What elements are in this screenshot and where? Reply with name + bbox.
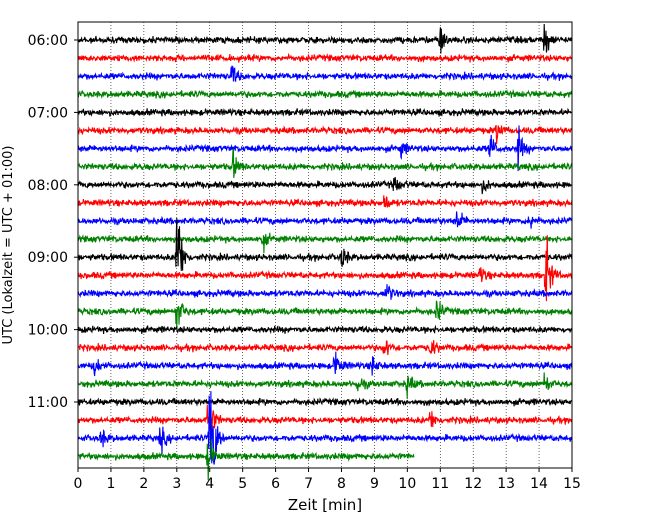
trace-line <box>77 340 573 356</box>
trace-line <box>77 351 573 377</box>
trace-line <box>77 65 573 83</box>
x-tick-label: 15 <box>563 476 581 492</box>
x-tick-label: 1 <box>106 476 115 492</box>
y-tick-label: 08:00 <box>28 178 68 194</box>
x-tick-label: 3 <box>172 476 181 492</box>
trace-line <box>77 404 573 434</box>
x-tick-label: 0 <box>74 476 83 492</box>
trace-line <box>77 52 573 63</box>
trace-line <box>77 88 573 99</box>
x-tick-label: 11 <box>431 476 449 492</box>
x-tick-label: 7 <box>304 476 313 492</box>
x-tick-label: 4 <box>205 476 214 492</box>
trace-line <box>77 232 573 254</box>
y-tick-label: 10:00 <box>28 323 68 339</box>
y-tick-label: 06:00 <box>28 33 68 49</box>
trace-line <box>77 125 573 172</box>
y-axis-label: UTC (Lokalzeit = UTC + 01:00) <box>1 146 16 345</box>
y-tick-label: 09:00 <box>28 250 68 266</box>
y-tick-label: 07:00 <box>28 105 68 121</box>
x-tick-label: 13 <box>497 476 515 492</box>
x-tick-label: 2 <box>139 476 148 492</box>
trace-line <box>77 148 573 178</box>
x-tick-label: 6 <box>271 476 280 492</box>
x-tick-label: 5 <box>238 476 247 492</box>
x-axis-label: Zeit [min] <box>288 496 362 514</box>
trace-line <box>77 176 573 195</box>
plot-frame <box>77 21 573 469</box>
trace-line <box>77 124 573 145</box>
trace-line <box>77 439 415 481</box>
trace-line <box>77 217 573 271</box>
trace-line <box>77 284 573 300</box>
x-tick-label: 10 <box>398 476 416 492</box>
trace-line <box>77 195 573 209</box>
trace-line <box>77 300 573 332</box>
trace-line <box>77 391 573 465</box>
x-tick-label: 12 <box>464 476 482 492</box>
trace-line <box>77 23 573 54</box>
seismogram-traces <box>77 23 573 481</box>
y-tick-label: 11:00 <box>28 395 68 411</box>
trace-line <box>77 107 573 117</box>
trace-line <box>77 372 573 400</box>
x-axis-ticks: 0 1 2 3 4 5 6 7 8 9 10 11 12 13 14 15 <box>74 468 581 492</box>
x-tick-label: 8 <box>337 476 346 492</box>
x-tick-label: 9 <box>370 476 379 492</box>
y-axis-ticks: 06:00 07:00 08:00 09:00 10:00 11:00 <box>28 33 78 411</box>
trace-line <box>77 397 573 408</box>
trace-line <box>77 235 573 302</box>
trace-line <box>77 324 573 335</box>
x-tick-label: 14 <box>530 476 548 492</box>
trace-line <box>77 211 573 229</box>
